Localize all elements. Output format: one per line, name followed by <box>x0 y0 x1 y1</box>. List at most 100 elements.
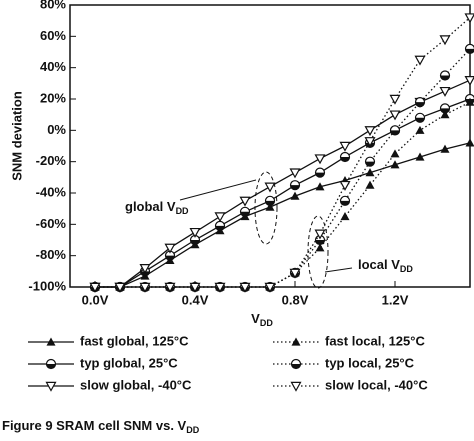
point <box>339 151 351 163</box>
point-fill <box>390 130 400 135</box>
point <box>164 282 176 293</box>
point <box>290 191 300 200</box>
point <box>415 152 425 161</box>
point <box>45 358 57 370</box>
arrow <box>179 179 257 201</box>
series-line <box>95 101 471 288</box>
y-tick-label: -20% <box>36 153 67 168</box>
y-tick-label: 0% <box>47 122 66 137</box>
point <box>189 282 201 293</box>
point <box>239 196 251 207</box>
point <box>440 144 450 153</box>
point <box>164 243 176 254</box>
y-tick-label: 80% <box>40 0 66 11</box>
point <box>339 195 351 206</box>
legend-label: slow local, -40°C <box>325 377 428 392</box>
y-tick-label: -40% <box>36 184 67 199</box>
point-fill <box>415 117 425 123</box>
point <box>340 212 350 221</box>
point-fill <box>290 185 300 190</box>
point <box>214 220 226 231</box>
point <box>290 381 302 392</box>
point <box>189 227 201 238</box>
x-tick-label: 0.0V <box>82 292 109 307</box>
point <box>440 110 450 119</box>
legend-label: slow global, -40°C <box>80 377 192 392</box>
point-fill <box>265 200 275 206</box>
point <box>465 97 474 106</box>
point <box>45 381 57 392</box>
y-tick-label: -60% <box>36 216 67 231</box>
point <box>389 94 401 105</box>
point-fill <box>415 102 425 107</box>
point <box>315 182 325 191</box>
plot-frame <box>69 4 471 288</box>
annotation-sub: DD <box>400 264 413 274</box>
point <box>264 182 276 193</box>
caption-sub: DD <box>186 425 199 435</box>
annotation: global VDD <box>125 199 189 216</box>
y-tick-label: 40% <box>40 59 66 74</box>
point <box>390 160 400 169</box>
point <box>364 137 376 148</box>
x-tick-label: 0.4V <box>182 292 209 307</box>
x-tick-label: 0.8V <box>282 292 309 307</box>
point-fill <box>315 240 325 245</box>
point-fill <box>190 240 200 245</box>
local-highlight <box>307 215 329 289</box>
point <box>464 13 474 24</box>
x-axis-label-sub: DD <box>260 318 273 328</box>
point <box>364 156 376 167</box>
legend-label: fast local, 125°C <box>325 333 425 348</box>
point <box>464 76 474 86</box>
point <box>339 180 351 191</box>
point <box>289 168 301 179</box>
annotation-sub: DD <box>176 206 189 216</box>
point <box>265 202 275 211</box>
point <box>414 55 426 66</box>
point-fill <box>240 211 250 217</box>
point <box>365 168 375 177</box>
caption: Figure 9 SRAM cell SNM vs. VDD <box>2 418 200 435</box>
point <box>89 282 101 293</box>
point-fill <box>165 255 175 261</box>
point <box>289 180 301 191</box>
point <box>465 138 474 147</box>
point-fill <box>465 48 474 54</box>
point-fill <box>291 364 301 369</box>
point <box>314 229 326 240</box>
point <box>264 195 276 206</box>
point <box>414 97 426 108</box>
point-fill <box>365 161 375 167</box>
y-tick-label: -80% <box>36 247 67 262</box>
series-line <box>95 48 471 288</box>
annotation-main: local V <box>358 257 400 272</box>
y-tick-label: 20% <box>40 90 66 105</box>
y-tick-label: 60% <box>40 28 66 43</box>
point <box>214 282 226 293</box>
series-line <box>95 142 471 288</box>
point <box>264 282 276 293</box>
point <box>389 125 401 136</box>
series-line <box>95 17 471 288</box>
point <box>390 149 400 158</box>
legend-label: fast global, 125°C <box>80 333 189 348</box>
point <box>439 70 451 81</box>
point <box>139 264 151 274</box>
point <box>46 337 56 346</box>
annotation-main: global V <box>125 199 176 214</box>
point <box>214 212 226 223</box>
point-fill <box>46 364 56 369</box>
arrow <box>324 267 353 273</box>
point <box>339 141 351 152</box>
y-axis-label: SNM deviation <box>9 91 24 181</box>
y-tick-label: -100% <box>28 278 66 293</box>
x-axis-label: VDD <box>251 311 273 328</box>
legend-label: typ global, 25°C <box>80 355 178 370</box>
point <box>364 126 376 137</box>
point <box>114 282 126 293</box>
point-fill <box>215 225 225 231</box>
point <box>314 234 326 246</box>
caption-main: Figure 9 SRAM cell SNM vs. V <box>2 418 187 433</box>
